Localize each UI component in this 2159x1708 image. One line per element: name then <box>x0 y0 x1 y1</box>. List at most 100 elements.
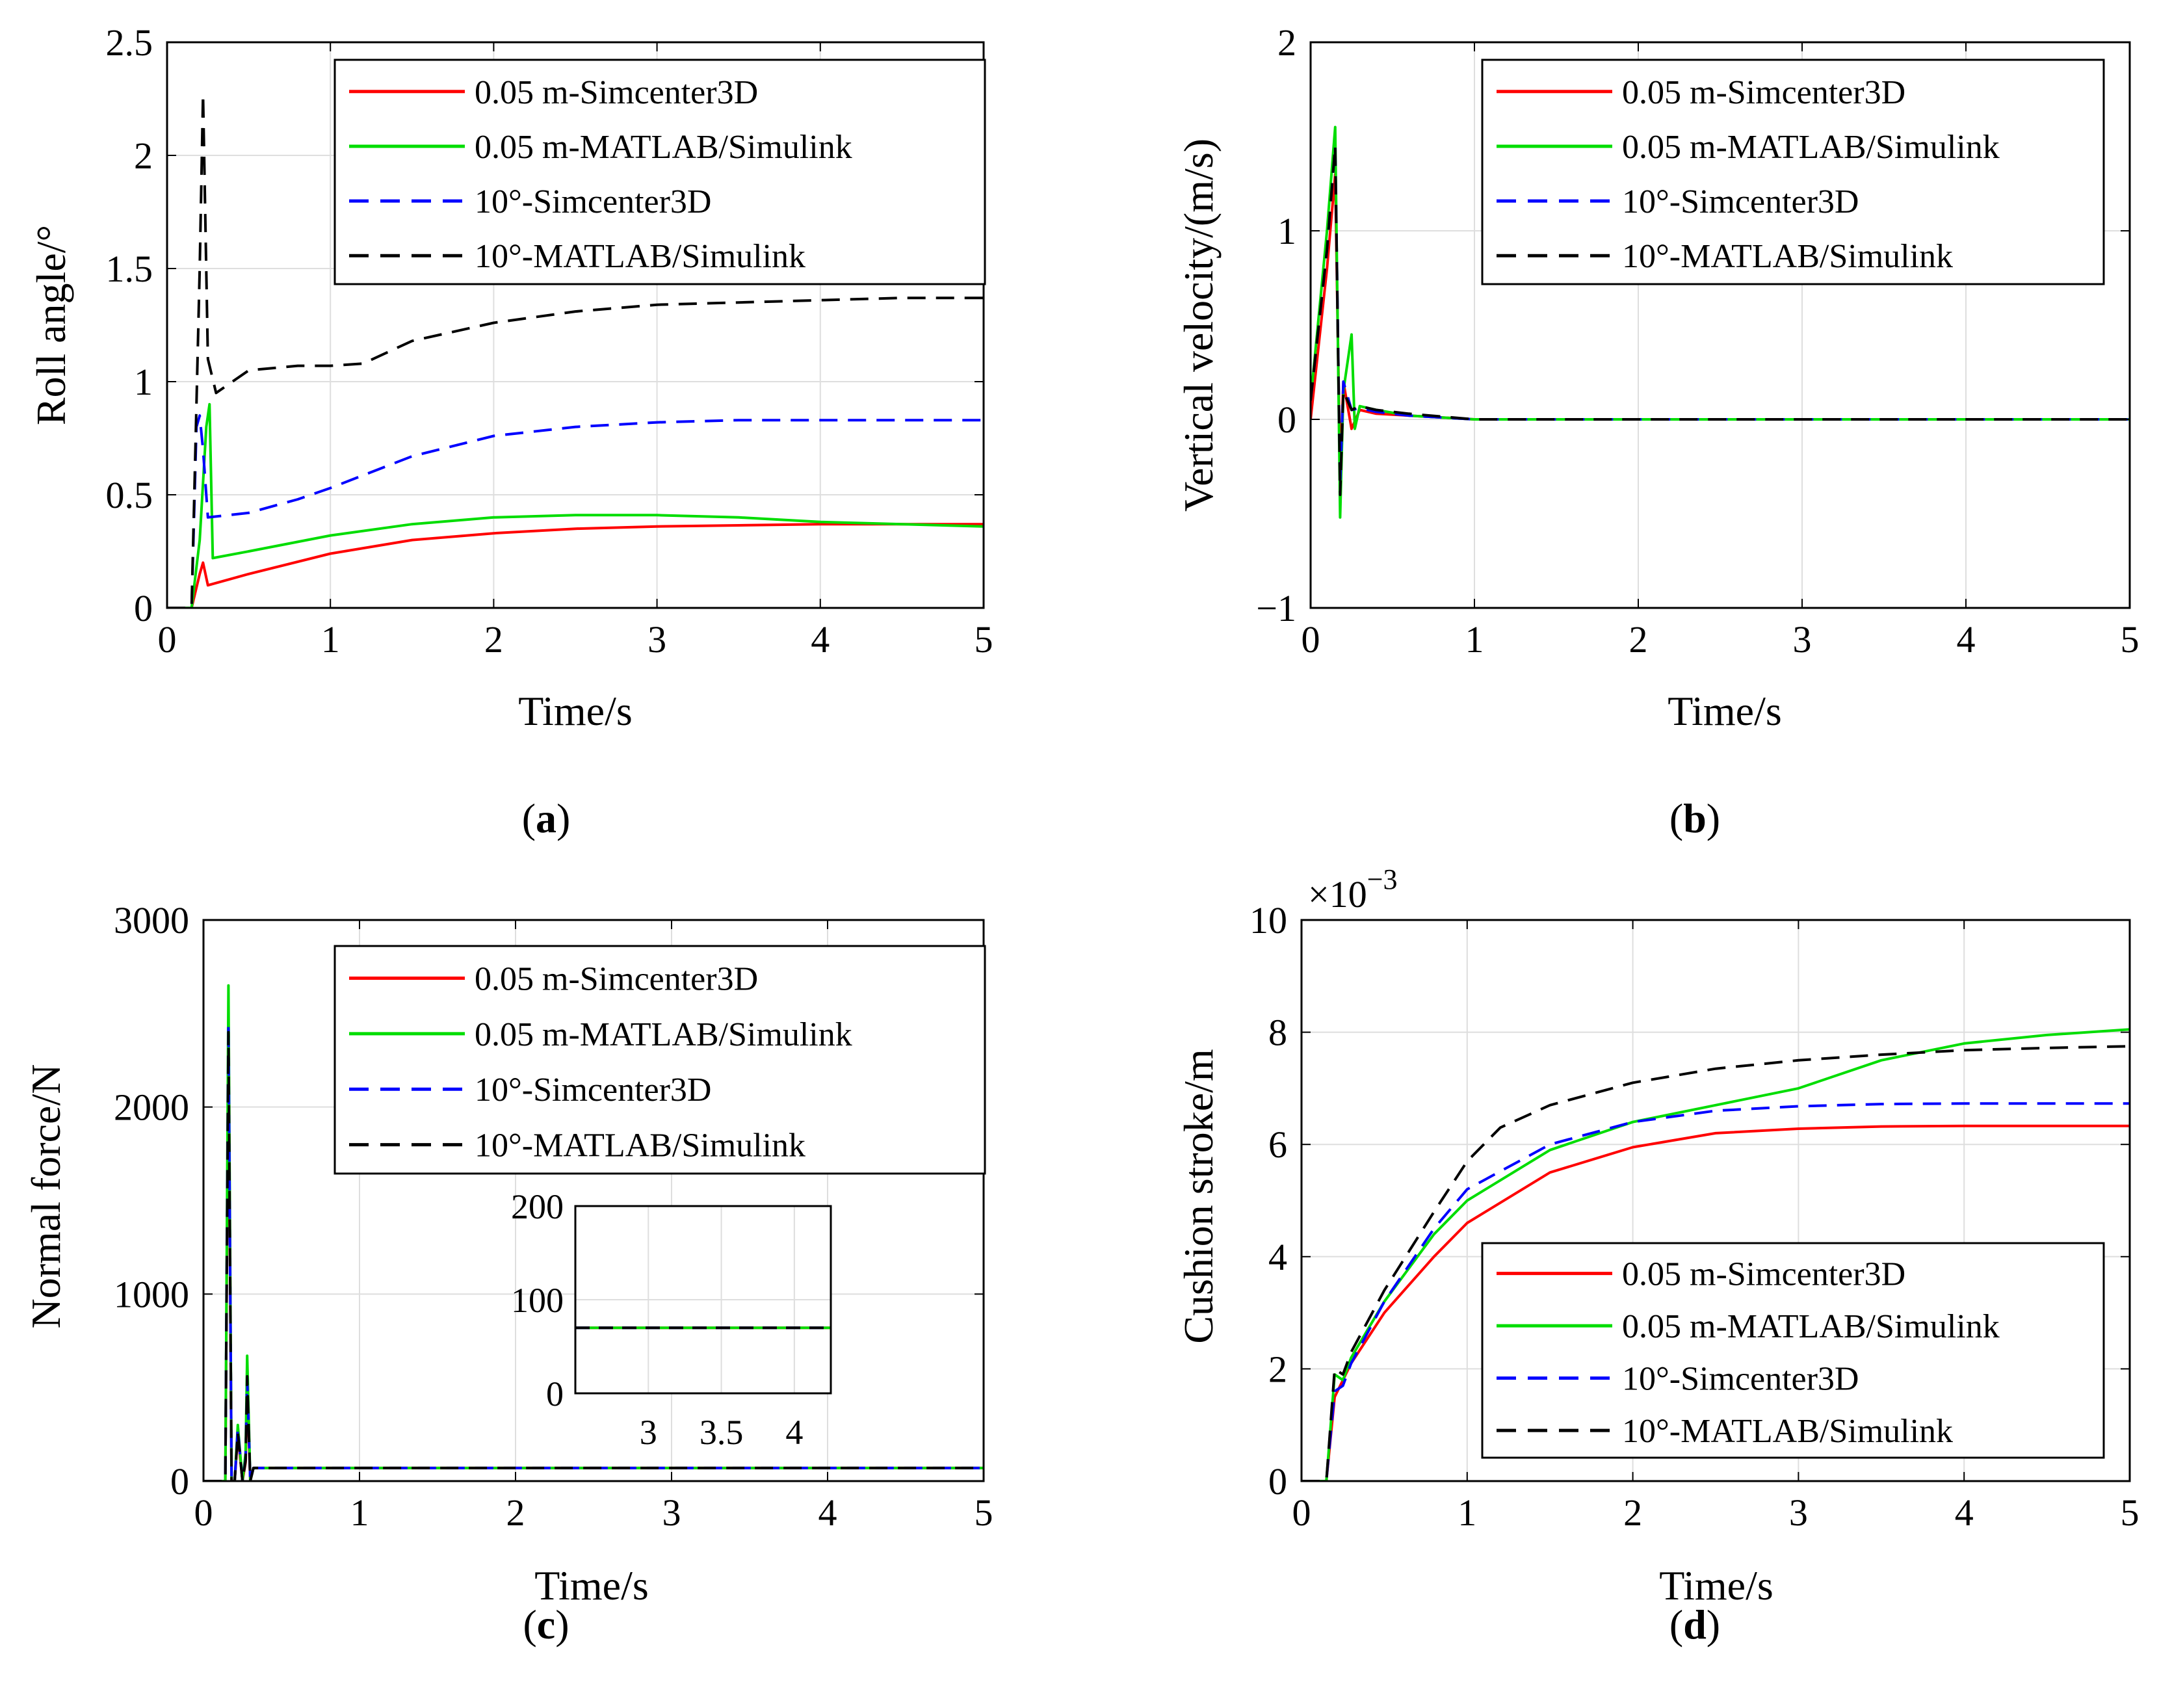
x-axis-label: Time/s <box>518 688 633 734</box>
chart-panel-d: 0 1 2 3 4 5 0 2 4 6 8 10 ×10−3 Time/s Cushion stroke/m… <box>1175 863 2139 1648</box>
x-tick-label: 1 <box>350 1491 369 1534</box>
x-tick-label: 2 <box>1623 1491 1642 1534</box>
series-group <box>1311 125 2130 519</box>
legend-box <box>334 945 986 1175</box>
panel-caption: (c) <box>523 1601 569 1648</box>
y-axis-label: Vertical velocity/(m/s) <box>1175 138 1222 512</box>
series-line-2 <box>167 402 984 608</box>
x-tick-label: 0 <box>158 618 177 661</box>
panel-caption: (d) <box>1669 1601 1720 1648</box>
y-tick-label: 1 <box>1277 210 1296 252</box>
x-tick-label: 4 <box>818 1491 837 1534</box>
exponent-power: −3 <box>1367 863 1398 895</box>
series-line-4 <box>203 1031 984 1481</box>
inset-y-tick-label: 0 <box>546 1374 564 1413</box>
y-exponent-label: ×10−3 <box>1308 863 1398 915</box>
legend-entry-4: 10°-MATLAB/Simulink <box>1622 1413 1953 1450</box>
legend-box <box>1481 1242 2105 1459</box>
x-tick-label: 4 <box>1955 1491 1974 1534</box>
x-tick-label: 2 <box>484 618 503 661</box>
y-axis-label: Roll angle/° <box>28 225 74 425</box>
x-tick-label: 5 <box>975 1491 993 1534</box>
y-tick-label: 8 <box>1268 1012 1287 1054</box>
x-tick-label: 0 <box>1302 618 1320 661</box>
inset-x-tick-label: 3.5 <box>700 1413 744 1452</box>
caption-letter: b <box>1683 795 1707 841</box>
legend: 0.05 m-Simcenter3D 0.05 m-MATLAB/Simulink… <box>334 59 986 285</box>
x-tick-label: 0 <box>1292 1491 1311 1534</box>
inset-chart: 3 3.5 4 0 100 200 <box>511 1187 832 1452</box>
series-group <box>203 984 984 1481</box>
exponent-base: ×10 <box>1308 873 1367 915</box>
y-tick-label: 4 <box>1268 1236 1287 1278</box>
legend-entry-3: 10°-Simcenter3D <box>475 1071 711 1109</box>
caption-open: ( <box>1669 1601 1683 1648</box>
y-tick-label: 2 <box>1277 21 1296 64</box>
x-tick-label: 3 <box>662 1491 681 1534</box>
legend-entry-2: 0.05 m-MATLAB/Simulink <box>1622 1308 2000 1345</box>
x-tick-label: 1 <box>1458 1491 1476 1534</box>
legend-entry-1: 0.05 m-Simcenter3D <box>475 74 758 111</box>
legend-box <box>1481 59 2105 285</box>
inset-y-tick-label: 100 <box>511 1281 564 1320</box>
x-tick-label: 4 <box>811 618 830 661</box>
series-line-1 <box>167 523 984 608</box>
x-axis-label: Time/s <box>1659 1562 1773 1609</box>
x-tick-label: 5 <box>2121 1491 2139 1534</box>
y-tick-label: 0 <box>1277 399 1296 441</box>
y-tick-label: −1 <box>1256 587 1296 629</box>
legend-entry-2: 0.05 m-MATLAB/Simulink <box>475 129 852 166</box>
x-tick-label: 2 <box>1629 618 1648 661</box>
legend: 0.05 m-Simcenter3D 0.05 m-MATLAB/Simulink… <box>1481 59 2105 285</box>
legend-box <box>334 59 986 285</box>
inset-box <box>574 1205 832 1395</box>
y-axis-label: Cushion stroke/m <box>1175 1049 1222 1343</box>
caption-letter: c <box>537 1601 555 1648</box>
y-tick-label: 0 <box>1268 1460 1287 1503</box>
y-tick-label: 0 <box>134 587 153 629</box>
caption-open: ( <box>523 1601 536 1648</box>
inset-x-tick-label: 3 <box>640 1413 657 1452</box>
axes-box <box>1309 41 2131 609</box>
series-line-3 <box>167 414 984 608</box>
y-tick-label: 10 <box>1250 899 1287 941</box>
caption-close: ) <box>1707 795 1720 841</box>
y-tick-label: 0.5 <box>106 474 153 516</box>
caption-letter: d <box>1683 1601 1707 1648</box>
legend-entry-3: 10°-Simcenter3D <box>1622 183 1859 220</box>
series-line-4 <box>1311 144 2130 496</box>
legend-entry-4: 10°-MATLAB/Simulink <box>1622 238 1953 275</box>
x-tick-label: 3 <box>1793 618 1812 661</box>
caption-letter: a <box>536 795 556 841</box>
axes-box <box>166 41 985 609</box>
y-tick-label: 2.5 <box>106 21 153 64</box>
series-line-4 <box>1302 1045 2130 1481</box>
chart-panel-a: 0 1 2 3 4 5 0 0.5 1 1.5 2 2.5 Time/s Roll angle/° (a) 0… <box>28 21 993 841</box>
axes-box <box>202 919 985 1482</box>
x-axis-label: Time/s <box>534 1562 649 1609</box>
x-tick-label: 3 <box>1789 1491 1808 1534</box>
legend-entry-3: 10°-Simcenter3D <box>475 183 711 220</box>
x-tick-label: 5 <box>975 618 993 661</box>
caption-open: ( <box>522 795 536 841</box>
legend-entry-2: 0.05 m-MATLAB/Simulink <box>475 1016 852 1053</box>
x-axis-label: Time/s <box>1668 688 1782 734</box>
caption-close: ) <box>555 1601 569 1648</box>
y-tick-label: 1.5 <box>106 248 153 290</box>
y-axis-label: Normal force/N <box>23 1064 69 1329</box>
x-tick-label: 0 <box>194 1491 213 1534</box>
y-tick-label: 3000 <box>114 899 189 941</box>
x-tick-label: 5 <box>2121 618 2139 661</box>
y-tick-label: 6 <box>1268 1123 1287 1166</box>
x-tick-label: 2 <box>506 1491 525 1534</box>
x-tick-label: 1 <box>1465 618 1484 661</box>
inset-x-tick-label: 4 <box>785 1413 803 1452</box>
x-tick-label: 4 <box>1957 618 1976 661</box>
legend-entry-4: 10°-MATLAB/Simulink <box>475 1127 805 1164</box>
caption-close: ) <box>1707 1601 1720 1648</box>
legend-entry-4: 10°-MATLAB/Simulink <box>475 238 805 275</box>
x-tick-label: 3 <box>648 618 666 661</box>
panel-caption: (b) <box>1669 795 1720 841</box>
